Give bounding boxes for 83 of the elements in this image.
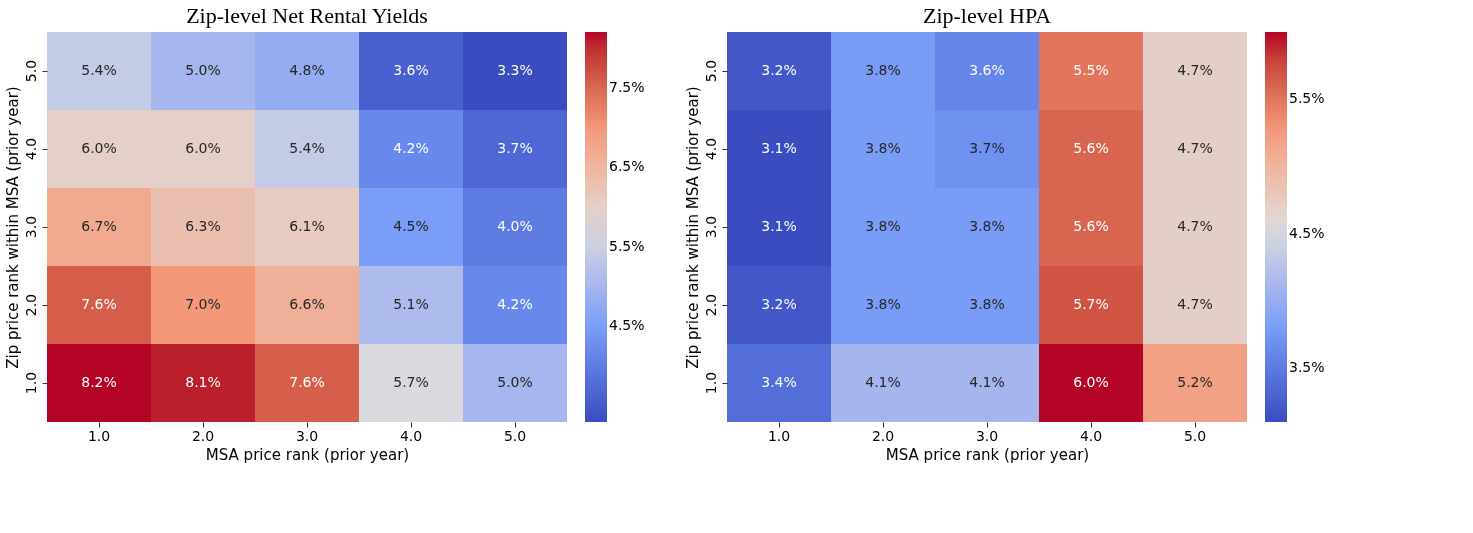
data-label: 6.3% bbox=[185, 218, 221, 234]
chart-title: Zip-level Net Rental Yields bbox=[186, 3, 428, 28]
x-tick-label: 1.0 bbox=[767, 427, 791, 444]
color-bar-label: 7.5% bbox=[609, 78, 645, 95]
y-axis-title: Zip price rank within MSA (prior year) bbox=[683, 86, 702, 369]
data-label: 5.5% bbox=[1073, 62, 1109, 78]
data-label: 6.0% bbox=[1073, 374, 1109, 390]
data-label: 4.7% bbox=[1177, 296, 1213, 312]
y-tick-label: 3.0 bbox=[702, 215, 719, 239]
data-label: 4.1% bbox=[865, 374, 901, 390]
color-bar-label: 5.5% bbox=[1289, 90, 1325, 107]
data-label: 3.8% bbox=[865, 218, 901, 234]
data-label: 5.7% bbox=[393, 374, 429, 390]
data-label: 4.1% bbox=[969, 374, 1005, 390]
data-label: 6.1% bbox=[289, 218, 325, 234]
data-label: 4.2% bbox=[497, 296, 533, 312]
x-tick-label: 4.0 bbox=[1079, 427, 1103, 444]
y-axis-title: Zip price rank within MSA (prior year) bbox=[3, 86, 22, 369]
y-tick-label: 2.0 bbox=[702, 293, 719, 317]
x-tick-label: 2.0 bbox=[191, 427, 215, 444]
data-label: 3.7% bbox=[497, 140, 533, 156]
data-label: 5.0% bbox=[185, 62, 221, 78]
data-label: 7.6% bbox=[289, 374, 325, 390]
data-label: 3.1% bbox=[761, 218, 797, 234]
data-label: 3.2% bbox=[761, 62, 797, 78]
data-label: 4.2% bbox=[393, 140, 429, 156]
x-tick-label: 1.0 bbox=[87, 427, 111, 444]
data-label: 5.1% bbox=[393, 296, 429, 312]
data-label: 4.7% bbox=[1177, 62, 1213, 78]
x-tick-label: 5.0 bbox=[503, 427, 527, 444]
y-tick-label: 4.0 bbox=[22, 137, 39, 161]
x-tick-label: 3.0 bbox=[295, 427, 319, 444]
data-label: 4.7% bbox=[1177, 140, 1213, 156]
data-label: 5.2% bbox=[1177, 374, 1213, 390]
data-label: 6.0% bbox=[81, 140, 117, 156]
data-label: 3.4% bbox=[761, 374, 797, 390]
data-label: 8.1% bbox=[185, 374, 221, 390]
color-bar-label: 4.5% bbox=[1289, 224, 1325, 241]
data-label: 3.8% bbox=[969, 218, 1005, 234]
color-bar-label: 6.5% bbox=[609, 158, 645, 175]
data-label: 6.6% bbox=[289, 296, 325, 312]
data-label: 3.3% bbox=[497, 62, 533, 78]
x-axis-title: MSA price rank (prior year) bbox=[885, 445, 1090, 464]
data-label: 5.0% bbox=[497, 374, 533, 390]
data-label: 5.4% bbox=[81, 62, 117, 78]
chart-title: Zip-level HPA bbox=[922, 3, 1052, 28]
data-label: 6.7% bbox=[81, 218, 117, 234]
data-label: 4.5% bbox=[393, 218, 429, 234]
data-label: 8.2% bbox=[81, 374, 117, 390]
data-label: 7.6% bbox=[81, 296, 117, 312]
data-label: 5.6% bbox=[1073, 140, 1109, 156]
x-tick-label: 3.0 bbox=[975, 427, 999, 444]
data-label: 3.1% bbox=[761, 140, 797, 156]
data-label: 4.0% bbox=[497, 218, 533, 234]
y-tick-label: 4.0 bbox=[702, 137, 719, 161]
data-label: 3.7% bbox=[969, 140, 1005, 156]
data-label: 4.8% bbox=[289, 62, 325, 78]
x-tick-label: 2.0 bbox=[871, 427, 895, 444]
data-label: 3.8% bbox=[865, 62, 901, 78]
data-label: 3.8% bbox=[865, 296, 901, 312]
x-axis-title: MSA price rank (prior year) bbox=[205, 445, 410, 464]
color-bar-label: 4.5% bbox=[609, 317, 645, 334]
data-label: 4.7% bbox=[1177, 218, 1213, 234]
y-tick-label: 5.0 bbox=[22, 59, 39, 83]
data-label: 3.6% bbox=[969, 62, 1005, 78]
data-label: 7.0% bbox=[185, 296, 221, 312]
color-bar-label: 5.5% bbox=[609, 237, 645, 254]
data-label: 5.7% bbox=[1073, 296, 1109, 312]
y-tick-label: 5.0 bbox=[702, 59, 719, 83]
x-tick-label: 5.0 bbox=[1183, 427, 1207, 444]
y-tick-label: 3.0 bbox=[22, 215, 39, 239]
data-label: 3.6% bbox=[393, 62, 429, 78]
y-tick-label: 1.0 bbox=[702, 371, 719, 395]
data-label: 3.8% bbox=[865, 140, 901, 156]
data-label: 5.4% bbox=[289, 140, 325, 156]
x-tick-label: 4.0 bbox=[399, 427, 423, 444]
y-tick-label: 1.0 bbox=[22, 371, 39, 395]
data-label: 6.0% bbox=[185, 140, 221, 156]
y-tick-label: 2.0 bbox=[22, 293, 39, 317]
data-label: 5.6% bbox=[1073, 218, 1109, 234]
data-label: 3.2% bbox=[761, 296, 797, 312]
data-label: 3.8% bbox=[969, 296, 1005, 312]
color-bar-label: 3.5% bbox=[1289, 359, 1325, 376]
